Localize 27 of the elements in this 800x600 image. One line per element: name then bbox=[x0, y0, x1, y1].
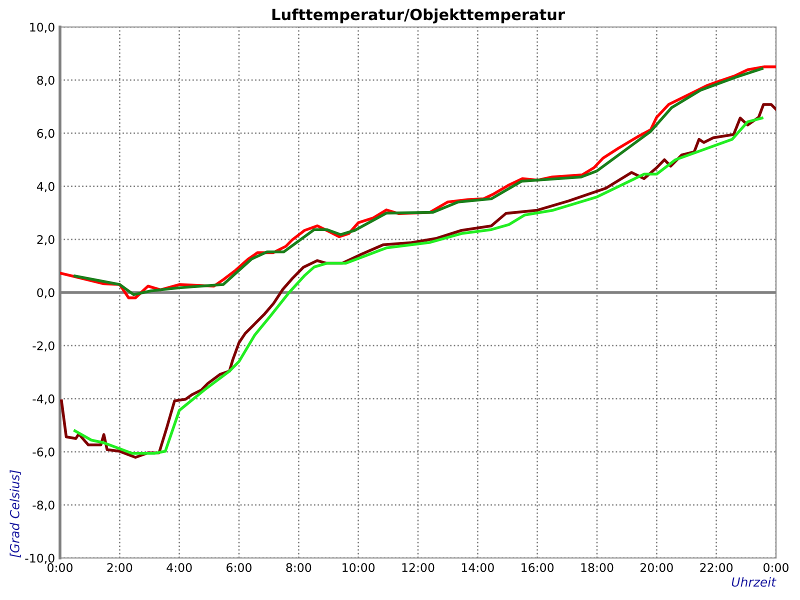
y-tick-label: 6,0 bbox=[37, 128, 54, 140]
x-tick-label: 16:00 bbox=[522, 563, 554, 572]
y-axis-title: [Grad Celsius] bbox=[10, 470, 21, 558]
chart-title: Lufttemperatur/Objekttemperatur bbox=[272, 8, 565, 24]
x-tick-label: 18:00 bbox=[581, 563, 614, 572]
y-tick-label: 10,0 bbox=[30, 22, 54, 33]
x-tick-label: 6:00 bbox=[226, 563, 252, 572]
y-tick-label: -8,0 bbox=[32, 500, 54, 511]
x-tick-label: 10:00 bbox=[342, 563, 375, 572]
y-tick-label: 0,0 bbox=[37, 288, 54, 298]
x-axis-title: Uhrzeit bbox=[732, 577, 776, 587]
x-tick-label: 2:00 bbox=[107, 563, 132, 572]
x-tick-label: 14:00 bbox=[462, 563, 494, 572]
y-tick-label: 8,0 bbox=[37, 76, 54, 86]
y-tick-label: 4,0 bbox=[36, 182, 54, 192]
y-tick-label: -10,0 bbox=[25, 554, 54, 564]
y-tick-label: -6,0 bbox=[32, 448, 54, 458]
x-tick-label: 4:00 bbox=[166, 563, 192, 572]
x-tick-label: 8:00 bbox=[286, 563, 312, 572]
y-tick-label: 2,0 bbox=[37, 235, 54, 246]
x-tick-label: 0:00 bbox=[764, 563, 788, 572]
x-tick-label: 22:00 bbox=[700, 563, 733, 572]
x-tick-label: 20:00 bbox=[640, 563, 673, 572]
y-tick-label: -4,0 bbox=[32, 394, 54, 405]
x-tick-label: 12:00 bbox=[402, 563, 434, 572]
x-tick-label: 0:00 bbox=[48, 563, 72, 572]
y-tick-label: -2,0 bbox=[32, 341, 54, 352]
